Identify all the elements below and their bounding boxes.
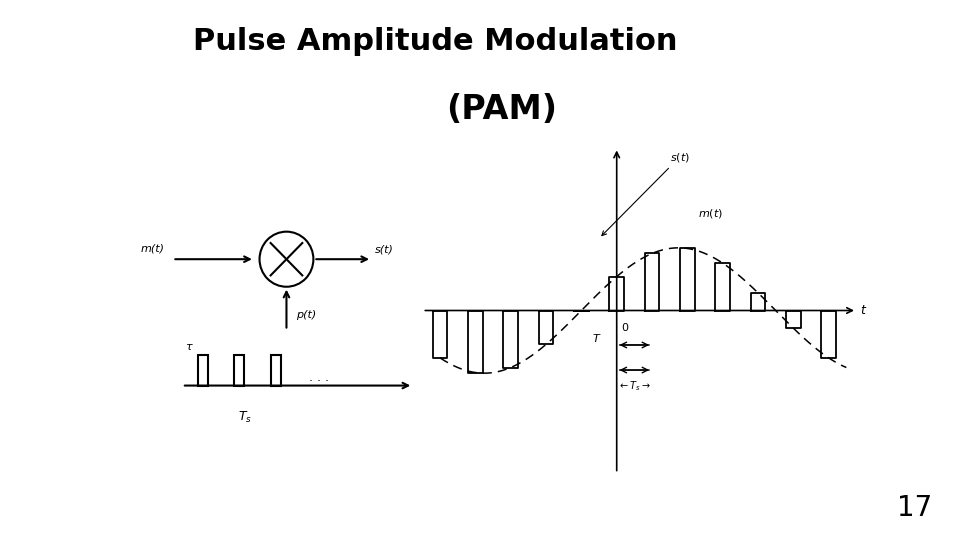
Text: $T$: $T$ — [592, 332, 602, 344]
Text: 0: 0 — [621, 322, 628, 333]
Text: (PAM): (PAM) — [446, 93, 558, 126]
Text: s(t): s(t) — [375, 245, 394, 255]
Text: m(t): m(t) — [141, 243, 165, 253]
Text: $s(t)$: $s(t)$ — [602, 151, 689, 235]
Text: $\leftarrow T_s \rightarrow$: $\leftarrow T_s \rightarrow$ — [617, 379, 651, 393]
Text: p(t): p(t) — [296, 309, 316, 320]
Bar — [198, 355, 208, 386]
Text: . . .: . . . — [309, 370, 328, 384]
Text: τ: τ — [185, 342, 192, 352]
Bar — [234, 355, 245, 386]
Text: $t$: $t$ — [860, 304, 868, 317]
Text: 17: 17 — [898, 494, 932, 522]
Text: $m(t)$: $m(t)$ — [698, 207, 723, 220]
Bar — [271, 355, 280, 386]
Text: Pulse Amplitude Modulation: Pulse Amplitude Modulation — [193, 27, 677, 56]
Text: $T_s$: $T_s$ — [238, 410, 252, 426]
